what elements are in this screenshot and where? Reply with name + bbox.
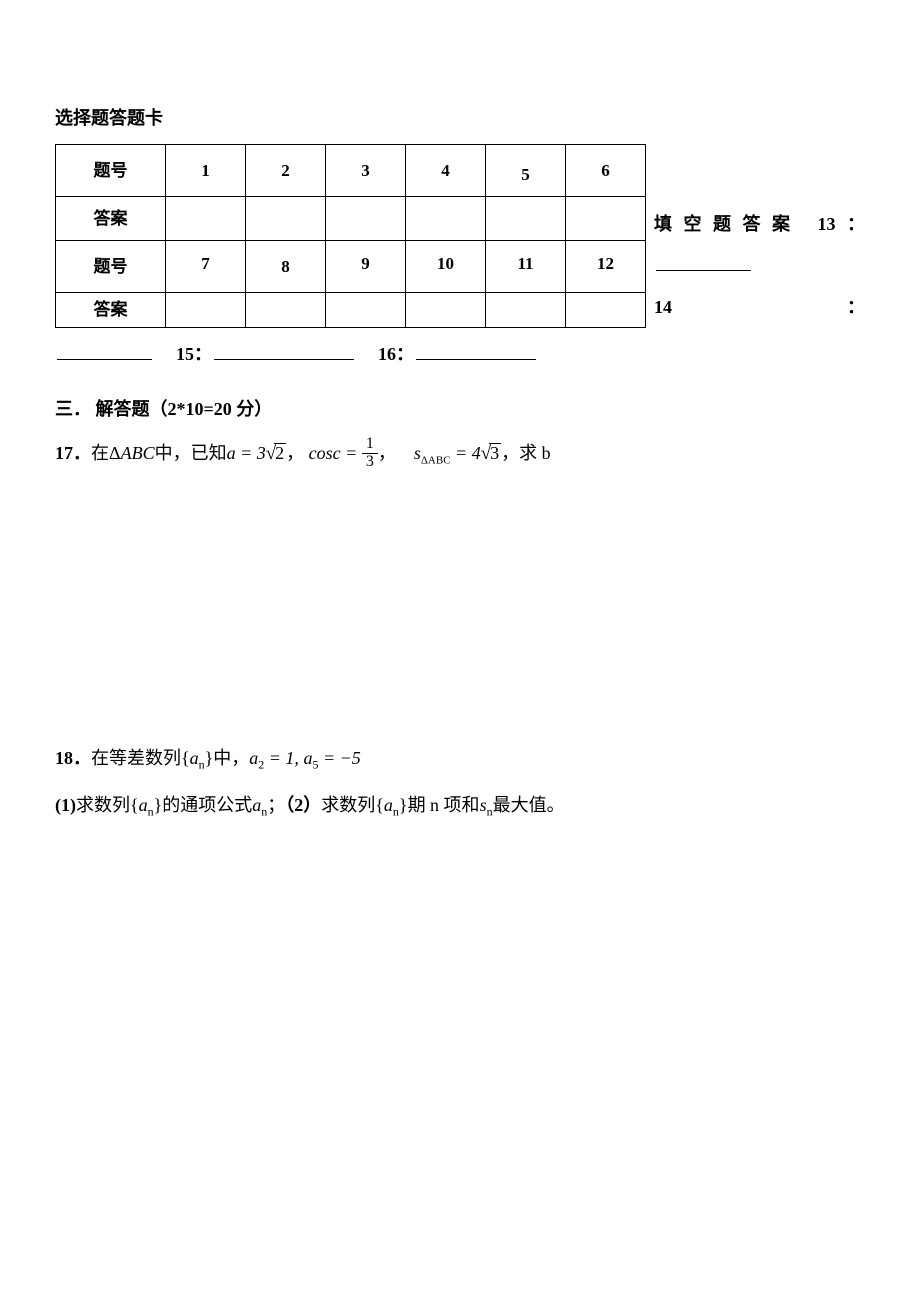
blank-14[interactable]: [57, 359, 152, 360]
s-sub: ΔABC: [421, 455, 451, 467]
a-n: a: [139, 795, 148, 815]
question-18: 18．在等差数列{an}中，a2 = 1, a5 = −5: [55, 737, 865, 780]
q18-p1-t1: 求数列: [76, 795, 130, 815]
brace-l: {: [375, 795, 384, 815]
qnum-cell: 9: [326, 241, 406, 293]
answer-cell[interactable]: [246, 197, 326, 241]
a2: a: [249, 748, 258, 768]
fill-14: 14：: [654, 297, 865, 317]
q17-t2: 中，已知: [155, 443, 227, 463]
qnum-cell: 3: [326, 145, 406, 197]
abc: ABC: [121, 443, 155, 463]
qnum-cell: 10: [406, 241, 486, 293]
qnum-cell: 8: [246, 241, 326, 293]
answer-cell[interactable]: [166, 293, 246, 328]
row-label: 题号: [56, 241, 166, 293]
fill-prefix: 填空题答案: [654, 214, 802, 234]
answer-cell[interactable]: [326, 197, 406, 241]
answer-cell[interactable]: [406, 293, 486, 328]
q18-p2-t2: 期 n 项和: [408, 795, 480, 815]
qnum-cell: 12: [566, 241, 646, 293]
q18-p1-t3: ；: [267, 795, 285, 815]
eq1: = 1,: [264, 748, 303, 768]
answer-cell[interactable]: [166, 197, 246, 241]
a-eq: a = 3: [227, 443, 266, 463]
answer-card-table: 题号 1 2 3 4 5 6 答案 题号 7 8 9 10 11 12 答案: [55, 144, 646, 328]
brace-l: {: [181, 748, 190, 768]
a-n: a: [384, 795, 393, 815]
answer-cell[interactable]: [566, 197, 646, 241]
qnum-cell: 5: [486, 145, 566, 197]
a-n: a: [252, 795, 261, 815]
q18-p2-t3: 最大值。: [493, 795, 565, 815]
row-label: 答案: [56, 197, 166, 241]
eqm5: = −5: [318, 748, 360, 768]
table-row: 答案: [56, 197, 646, 241]
answer-cell[interactable]: [326, 293, 406, 328]
qnum-cell: 2: [246, 145, 326, 197]
answer-cell[interactable]: [486, 293, 566, 328]
sqrt2: √2: [266, 431, 286, 477]
sqrt3: √3: [481, 431, 501, 477]
row-label: 答案: [56, 293, 166, 328]
q18-p1-num: (1): [55, 795, 76, 815]
q18-p2-num: （2）: [285, 795, 321, 815]
s-n: s: [480, 795, 487, 815]
fill-in-line2: 15： 16：: [55, 334, 865, 375]
answer-cell[interactable]: [566, 293, 646, 328]
fraction-1-3: 13: [362, 436, 378, 471]
qnum-cell: 7: [166, 241, 246, 293]
qnum-cell: 4: [406, 145, 486, 197]
q18-p1-t2: 的通项公式: [162, 795, 252, 815]
cosc: cos: [309, 443, 333, 463]
answer-cell[interactable]: [246, 293, 326, 328]
brace-r: }: [154, 795, 163, 815]
row-label: 题号: [56, 145, 166, 197]
qnum-cell: 6: [566, 145, 646, 197]
eq4: = 4: [451, 443, 481, 463]
qnum-cell: 1: [166, 145, 246, 197]
c-var: c: [333, 443, 341, 463]
fill-15: 15：: [176, 344, 212, 364]
answer-sheet-row: 题号 1 2 3 4 5 6 答案 题号 7 8 9 10 11 12 答案: [55, 144, 865, 328]
blank-15[interactable]: [214, 359, 354, 360]
q18-p2-t1: 求数列: [321, 795, 375, 815]
table-row: 题号 7 8 9 10 11 12: [56, 241, 646, 293]
answer-cell[interactable]: [406, 197, 486, 241]
q17-tail: ，求 b: [501, 443, 551, 463]
q18-t1: 在等差数列: [91, 748, 181, 768]
q17-num: 17．: [55, 443, 91, 463]
answer-cell[interactable]: [486, 197, 566, 241]
question-17: 17．在ΔABC中，已知a = 3√2， cosc = 13， sΔABC = …: [55, 431, 865, 477]
table-row: 题号 1 2 3 4 5 6: [56, 145, 646, 197]
section3-title: 三． 解答题（2*10=20 分）: [55, 391, 865, 427]
fill-16: 16：: [378, 344, 414, 364]
brace-r: }: [399, 795, 408, 815]
s-triangle: s: [414, 443, 421, 463]
brace-r: }: [205, 748, 214, 768]
fill-in-label-right: 填空题答案 13： 14：: [646, 204, 865, 328]
mc-section-title: 选择题答题卡: [55, 100, 865, 136]
blank-16[interactable]: [416, 359, 536, 360]
question-18-parts: (1)求数列{an}的通项公式an；（2）求数列{an}期 n 项和sn最大值。: [55, 784, 865, 827]
q17-t1: 在: [91, 443, 109, 463]
comma: ，: [286, 443, 304, 463]
brace-l: {: [130, 795, 139, 815]
eq: =: [341, 443, 362, 463]
fill-13: 13：: [818, 214, 866, 234]
comma: ，: [378, 443, 396, 463]
table-row: 答案: [56, 293, 646, 328]
blank-13[interactable]: [656, 270, 751, 271]
triangle-symbol: Δ: [109, 443, 121, 463]
q18-t2: 中，: [213, 748, 249, 768]
a-n: a: [190, 748, 199, 768]
qnum-cell: 11: [486, 241, 566, 293]
q18-num: 18．: [55, 748, 91, 768]
